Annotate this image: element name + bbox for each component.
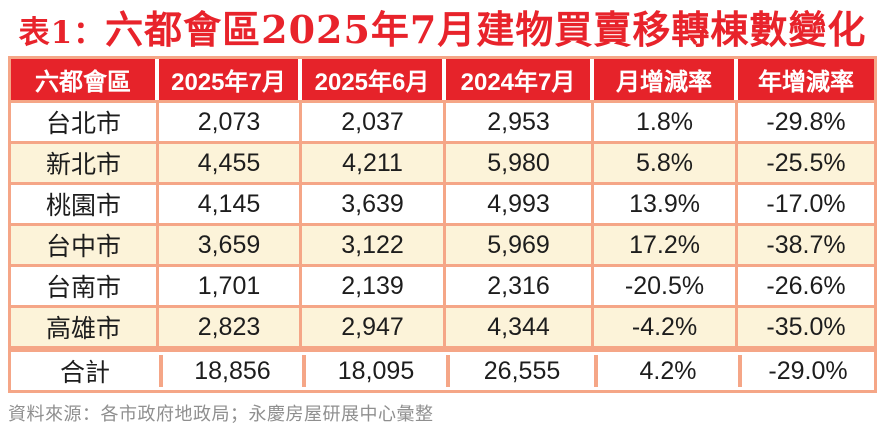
cell-mom-rate: 1.8% — [594, 103, 739, 141]
cell-jul-2025: 3,659 — [159, 226, 302, 264]
cell-yoy-rate: -29.8% — [766, 107, 846, 136]
table-title: 表1：六都會區2025年7月建物買賣移轉棟數變化 — [0, 0, 885, 56]
cell-city: 台南市 — [11, 267, 159, 305]
cell-jun-2025: 3,122 — [302, 226, 447, 264]
cell-yoy-rate: -35.0% — [766, 312, 846, 341]
cell-yoy-rate: -17.0% — [766, 189, 846, 218]
cell-jul-2024: 4,344 — [446, 308, 595, 346]
cell-city: 新北市 — [11, 144, 159, 182]
cell-total-jul-2025: 18,856 — [159, 355, 302, 387]
cell-jul-2025: 2,823 — [159, 308, 302, 346]
header-mom-rate: 月增減率 — [594, 59, 739, 100]
data-table: 六都會區 2025年7月 2025年6月 2024年7月 月增減率 年增減率 台… — [8, 56, 877, 393]
cell-jun-2025: 2,139 — [302, 267, 447, 305]
cell-yoy-rate: -25.5% — [766, 148, 846, 177]
cell-yoy-rate: -26.6% — [766, 271, 846, 300]
cell-jun-2025: 3,639 — [302, 185, 447, 223]
total-separator — [11, 346, 874, 349]
cell-jul-2024: 2,316 — [446, 267, 595, 305]
cell-total-jul-2024: 26,555 — [446, 355, 594, 387]
cell-total-mom-rate: 4.2% — [594, 355, 738, 387]
cell-jul-2024: 4,993 — [446, 185, 595, 223]
cell-city: 高雄市 — [11, 308, 159, 346]
cell-jun-2025: 2,947 — [302, 308, 447, 346]
table-title-text: 六都會區2025年7月建物買賣移轉棟數變化 — [105, 7, 867, 52]
table-row-taipei: 台北市 2,073 2,037 2,953 1.8% -29.8% — [11, 100, 874, 141]
cell-jun-2025: 4,211 — [302, 144, 447, 182]
header-city: 六都會區 — [11, 59, 159, 100]
header-yoy-rate: 年增減率 — [758, 69, 855, 96]
table-row-taoyuan: 桃園市 4,145 3,639 4,993 13.9% -17.0% — [11, 182, 874, 223]
cell-city: 台中市 — [11, 226, 159, 264]
table-header-row: 六都會區 2025年7月 2025年6月 2024年7月 月增減率 年增減率 — [11, 59, 874, 100]
cell-yoy-rate: -38.7% — [766, 230, 846, 259]
cell-total-jun-2025: 18,095 — [301, 355, 446, 387]
cell-jul-2024: 5,980 — [446, 144, 595, 182]
cell-jul-2025: 4,455 — [159, 144, 302, 182]
cell-total-label: 合計 — [59, 359, 110, 387]
cell-jul-2024: 5,969 — [446, 226, 595, 264]
cell-city: 桃園市 — [11, 185, 159, 223]
table-row-kaohsiung: 高雄市 2,823 2,947 4,344 -4.2% -35.0% — [11, 305, 874, 346]
cell-jul-2024: 2,953 — [446, 103, 595, 141]
cell-mom-rate: 17.2% — [594, 226, 739, 264]
header-jun-2025: 2025年6月 — [302, 59, 447, 100]
cell-jun-2025: 2,037 — [302, 103, 447, 141]
cell-jul-2025: 2,073 — [159, 103, 302, 141]
cell-jul-2025: 4,145 — [159, 185, 302, 223]
cell-jul-2025: 1,701 — [159, 267, 302, 305]
header-jul-2025: 2025年7月 — [159, 59, 302, 100]
header-jul-2024: 2024年7月 — [446, 59, 595, 100]
cell-city: 台北市 — [11, 103, 159, 141]
cell-mom-rate: -4.2% — [594, 308, 739, 346]
table-row-tainan: 台南市 1,701 2,139 2,316 -20.5% -26.6% — [11, 264, 874, 305]
cell-mom-rate: 13.9% — [594, 185, 739, 223]
cell-mom-rate: 5.8% — [594, 144, 739, 182]
table-row-new-taipei: 新北市 4,455 4,211 5,980 5.8% -25.5% — [11, 141, 874, 182]
table-row-taichung: 台中市 3,659 3,122 5,969 17.2% -38.7% — [11, 223, 874, 264]
table-row-total: 合計 18,856 18,095 26,555 4.2% -29.0% — [11, 349, 874, 390]
data-source-note: 資料來源：各市政府地政局；永慶房屋研展中心彙整 — [8, 404, 434, 424]
cell-mom-rate: -20.5% — [594, 267, 739, 305]
table-title-prefix: 表1： — [18, 15, 106, 51]
cell-total-yoy-rate: -29.0% — [738, 355, 874, 387]
